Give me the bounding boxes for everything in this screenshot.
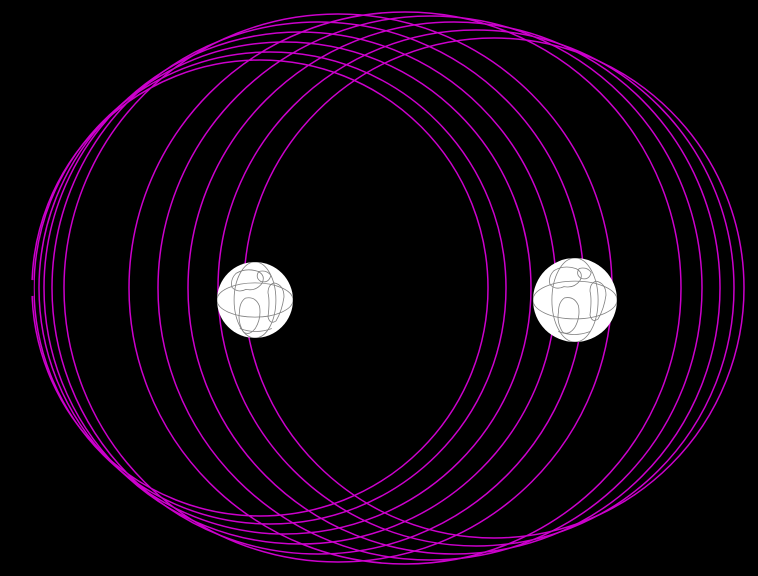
orbit-loop (218, 30, 734, 546)
orbit-trajectory (32, 12, 744, 564)
orbit-diagram (0, 0, 758, 576)
earth-left (217, 262, 293, 338)
orbit-loop (52, 22, 584, 554)
earth-right (533, 258, 617, 342)
orbit-loop (244, 38, 744, 538)
orbit-loop (64, 14, 612, 562)
